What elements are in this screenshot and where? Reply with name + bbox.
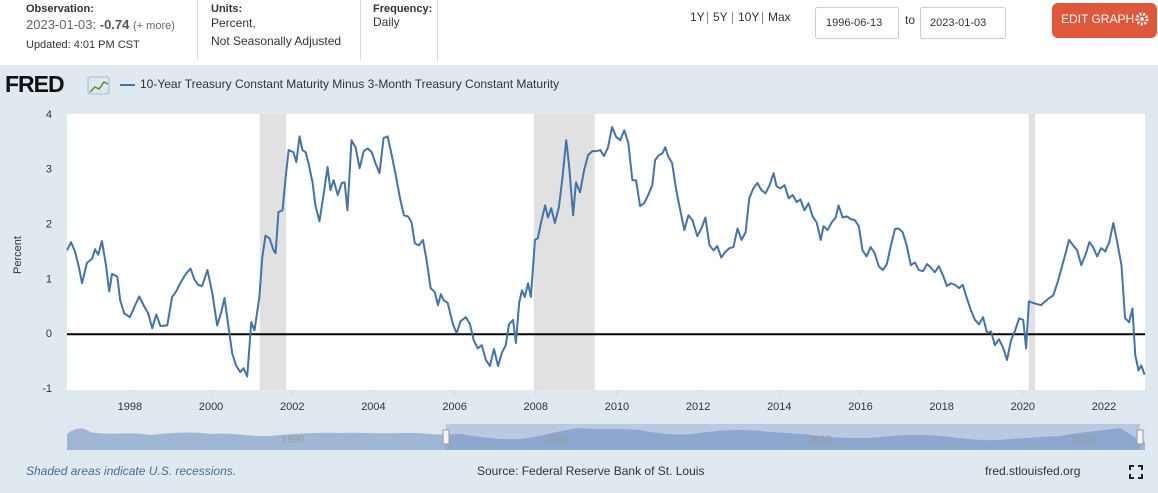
x-tick-label: 2000 [199,401,223,413]
gear-icon [1135,12,1149,26]
recession-note: Shaded areas indicate U.S. recessions. [26,464,236,478]
range-option[interactable]: 10Y [738,10,759,24]
gear-icon [1140,17,1144,21]
frequency: Daily [373,15,400,29]
to-label: to [905,13,915,27]
navigator-handle[interactable] [1136,429,1144,445]
navigator-label: 2020 [1072,435,1095,446]
navigator-label: 2000 [546,435,569,446]
navigator-label: 2010 [809,435,832,446]
recession-band [1028,114,1036,390]
y-axis-label: Percent [12,236,24,274]
navigator-series [67,428,1145,450]
observation-value: -0.74 [100,17,130,32]
y-tick-label: 3 [46,164,52,176]
x-tick-label: 2018 [929,401,953,413]
series-line [66,126,1146,378]
range-option[interactable]: 1Y [690,10,705,24]
logo-icon [89,81,109,93]
edit-graph-label: EDIT GRAPH [1061,12,1134,26]
end-date-input[interactable] [920,7,1006,39]
range-option[interactable]: Max [768,10,791,24]
units: Not Seasonally Adjusted [211,34,341,48]
x-tick-label: 2006 [442,401,466,413]
plot-area [67,114,1145,390]
y-tick-label: 1 [46,273,52,285]
navigator-label: 1990 [282,435,305,446]
start-date: 1996-06-13 [826,17,882,29]
units: Percent, [211,16,256,30]
more-link[interactable]: (+ more) [133,20,175,32]
edit-graph-button[interactable] [1052,3,1157,38]
end-date: 2023-01-03 [930,17,986,29]
y-tick-label: 0 [46,328,52,340]
x-tick-label: 2012 [686,401,710,413]
fullscreen-icon[interactable] [1129,465,1143,479]
units-label: Units: [211,3,242,15]
x-tick-label: 2008 [524,401,548,413]
x-tick-label: 2014 [767,401,791,413]
start-date-input[interactable] [815,7,899,39]
x-tick-label: 2020 [1011,401,1035,413]
site-link[interactable]: fred.stlouisfed.org [985,464,1080,478]
observation-date: 2023-01-03: [26,17,96,32]
observation: 2023-01-03: -0.74 (+ more) [26,17,175,32]
y-tick-label: 4 [46,109,52,121]
navigator-selection[interactable] [446,424,1140,450]
x-tick-label: 2016 [848,401,872,413]
y-tick-label: 2 [46,219,52,231]
legend-label: 10-Year Treasury Constant Maturity Minus… [140,77,559,91]
fred-logo: FRED [5,71,64,97]
observation-label: Observation: [26,3,94,15]
x-tick-label: 1998 [118,401,142,413]
x-tick-label: 2010 [605,401,629,413]
y-tick-label: -1 [42,383,52,395]
x-tick-label: 2022 [1092,401,1116,413]
updated: Updated: 4:01 PM CST [26,39,140,51]
navigator-handle[interactable] [442,429,450,445]
frequency-label: Frequency: [373,3,432,15]
recession-band [259,114,287,390]
x-tick-label: 2004 [361,401,385,413]
x-tick-label: 2002 [280,401,304,413]
range-option[interactable]: 5Y [713,10,728,24]
source: Source: Federal Reserve Bank of St. Loui… [477,464,704,478]
